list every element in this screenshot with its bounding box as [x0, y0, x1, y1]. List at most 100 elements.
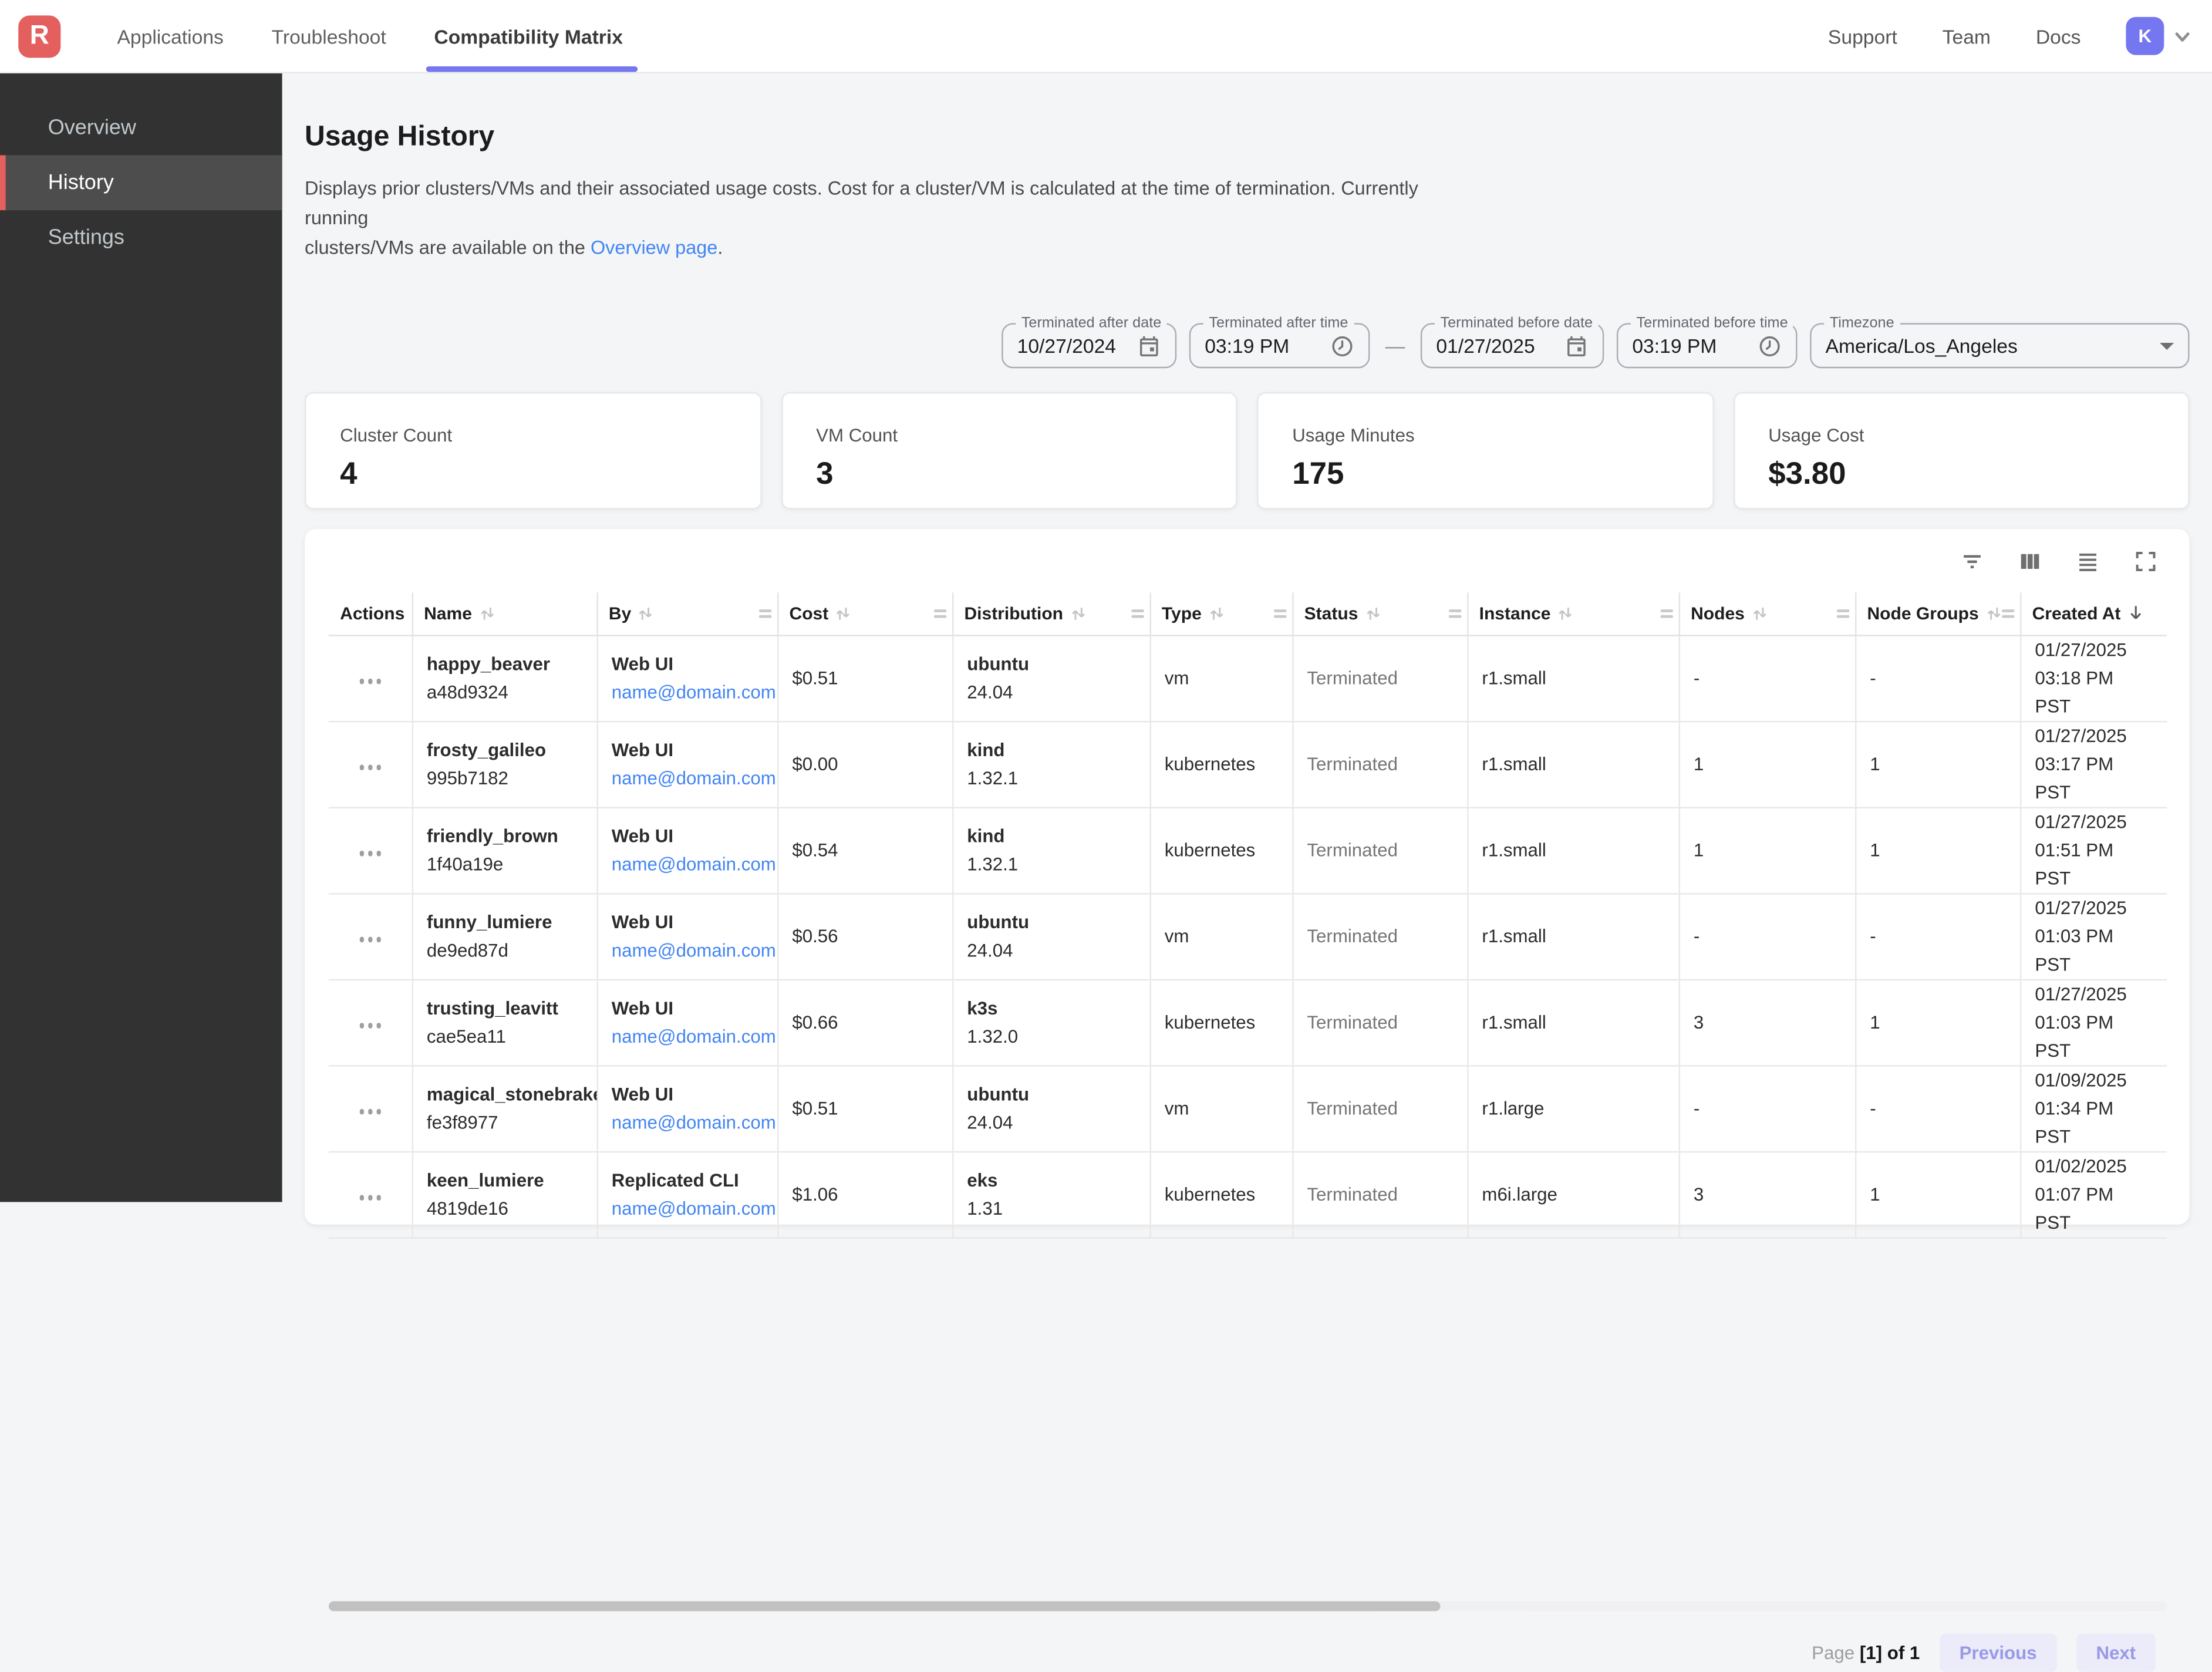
row-actions-button[interactable]: [353, 845, 386, 861]
filter-icon[interactable]: [1960, 549, 1985, 574]
density-icon[interactable]: [2075, 549, 2100, 574]
scrollbar-thumb[interactable]: [328, 1601, 1441, 1612]
primary-nav: Applications Troubleshoot Compatibility …: [117, 0, 637, 72]
nav-item-team[interactable]: Team: [1942, 25, 1991, 48]
stat-label: Usage Cost: [1768, 424, 1864, 446]
previous-button[interactable]: Previous: [1939, 1633, 2057, 1672]
table-row: frosty_galileo 995b7182 Web UI name@domain…: [328, 720, 2167, 808]
replicated-logo[interactable]: R: [18, 15, 61, 58]
terminated-after-time-input[interactable]: Terminated after time 03:19 PM: [1189, 314, 1370, 369]
stat-card-usage-minutes: Usage Minutes 175: [1257, 392, 1714, 510]
stat-label: Cluster Count: [340, 424, 453, 446]
email-link[interactable]: name@domain.com: [611, 680, 776, 702]
cell-by: Web UI name@domain.com: [596, 635, 778, 722]
nav-item-docs[interactable]: Docs: [2035, 25, 2081, 48]
column-header-distribution[interactable]: Distribution: [952, 592, 1151, 636]
sidebar: Overview History Settings: [0, 73, 282, 1202]
column-header-actions: Actions: [328, 592, 413, 636]
email-link[interactable]: name@domain.com: [611, 852, 776, 874]
columns-icon[interactable]: [2017, 549, 2042, 574]
column-header-name[interactable]: Name: [412, 592, 598, 636]
column-header-type[interactable]: Type: [1149, 592, 1293, 636]
row-actions-button[interactable]: [353, 1189, 386, 1206]
terminated-before-date-value: 01/27/2025: [1436, 334, 1535, 357]
column-resize-handle[interactable]: [758, 609, 771, 618]
email-link[interactable]: name@domain.com: [611, 767, 776, 788]
nav-item-troubleshoot[interactable]: Troubleshoot: [271, 25, 386, 48]
timezone-select[interactable]: Timezone America/Los_Angeles: [1810, 314, 2190, 369]
column-header-by[interactable]: By: [596, 592, 778, 636]
calendar-icon[interactable]: [1137, 333, 1161, 358]
cell-name: keen_lumiere 4819de16: [412, 1151, 598, 1238]
page-title: Usage History: [305, 121, 495, 153]
email-link[interactable]: name@domain.com: [611, 1111, 776, 1132]
cell-actions: [328, 807, 413, 894]
email-link[interactable]: name@domain.com: [611, 1196, 776, 1219]
terminated-before-time-label: Terminated before time: [1630, 314, 1794, 332]
column-header-cost[interactable]: Cost: [777, 592, 953, 636]
avatar[interactable]: K: [2126, 16, 2164, 55]
terminated-before-time-input[interactable]: Terminated before time 03:19 PM: [1616, 314, 1798, 369]
page-description: Displays prior clusters/VMs and their as…: [305, 174, 1419, 262]
column-resize-handle[interactable]: [933, 609, 946, 618]
row-actions-button[interactable]: [353, 759, 386, 776]
column-header-status[interactable]: Status: [1292, 592, 1468, 636]
sidebar-item-history[interactable]: History: [0, 155, 282, 211]
column-resize-handle[interactable]: [2001, 609, 2014, 618]
row-actions-button[interactable]: [353, 931, 386, 948]
calendar-icon[interactable]: [1564, 333, 1589, 358]
cell-nodes: -: [1678, 1065, 1856, 1152]
row-actions-button[interactable]: [353, 673, 386, 689]
cell-status: Terminated: [1292, 1151, 1468, 1238]
nav-item-compatibility-matrix[interactable]: Compatibility Matrix: [426, 0, 637, 72]
cell-cost: $0.51: [777, 1065, 953, 1152]
row-actions-button[interactable]: [353, 1103, 386, 1120]
cell-nodes: 1: [1678, 720, 1856, 808]
row-actions-button[interactable]: [353, 1017, 386, 1034]
email-link[interactable]: name@domain.com: [611, 939, 776, 960]
column-resize-handle[interactable]: [1131, 609, 1144, 618]
email-link[interactable]: name@domain.com: [611, 1024, 776, 1046]
column-resize-handle[interactable]: [1448, 609, 1461, 618]
cell-created-at: 01/27/2025 01:03 PM PST: [2020, 893, 2167, 980]
sidebar-item-settings[interactable]: Settings: [48, 225, 124, 250]
overview-page-link[interactable]: Overview page: [590, 237, 718, 258]
column-header-created-at[interactable]: Created At: [2020, 592, 2167, 636]
horizontal-scrollbar[interactable]: [328, 1601, 2167, 1612]
cell-type: kubernetes: [1149, 1151, 1293, 1238]
terminated-after-date-input[interactable]: Terminated after date 10/27/2024: [1002, 314, 1177, 369]
cell-distribution: ubuntu 24.04: [952, 1065, 1151, 1152]
description-period: .: [717, 237, 723, 258]
sort-icon: [1753, 607, 1766, 620]
column-resize-handle[interactable]: [1660, 609, 1673, 618]
column-header-node-groups[interactable]: Node Groups: [1855, 592, 2021, 636]
nav-item-applications[interactable]: Applications: [117, 25, 224, 48]
cell-created-at: 01/27/2025 01:03 PM PST: [2020, 979, 2167, 1066]
table-header-row: Actions Name By Cost Distribution Type S…: [328, 592, 2167, 636]
cell-distribution: kind 1.32.1: [952, 720, 1151, 808]
stat-card-vm-count: VM Count 3: [781, 392, 1237, 510]
cell-type: vm: [1149, 893, 1293, 980]
cell-instance: r1.large: [1467, 1065, 1680, 1152]
sort-icon: [837, 607, 850, 620]
user-menu[interactable]: K: [2126, 16, 2192, 55]
cell-type: kubernetes: [1149, 807, 1293, 894]
clock-icon[interactable]: [1330, 333, 1354, 358]
table-row: magical_stonebraker fe3f8977 Web UI name@d…: [328, 1065, 2167, 1152]
terminated-before-date-input[interactable]: Terminated before date 01/27/2025: [1420, 314, 1604, 369]
terminated-after-date-value: 10/27/2024: [1017, 334, 1117, 357]
table-row: happy_beaver a48d9324 Web UI name@domain.c…: [328, 635, 2167, 722]
clock-icon[interactable]: [1758, 333, 1782, 358]
cell-node-groups: 1: [1855, 1151, 2021, 1238]
cell-nodes: -: [1678, 893, 1856, 980]
fullscreen-icon[interactable]: [2133, 549, 2158, 574]
column-resize-handle[interactable]: [1836, 609, 1849, 618]
next-button[interactable]: Next: [2076, 1633, 2156, 1672]
cell-status: Terminated: [1292, 979, 1468, 1066]
column-header-nodes[interactable]: Nodes: [1678, 592, 1856, 636]
column-resize-handle[interactable]: [1273, 609, 1286, 618]
stat-card-cluster-count: Cluster Count 4: [305, 392, 761, 510]
column-header-instance[interactable]: Instance: [1467, 592, 1680, 636]
sidebar-item-overview[interactable]: Overview: [48, 116, 136, 140]
nav-item-support[interactable]: Support: [1827, 25, 1897, 48]
